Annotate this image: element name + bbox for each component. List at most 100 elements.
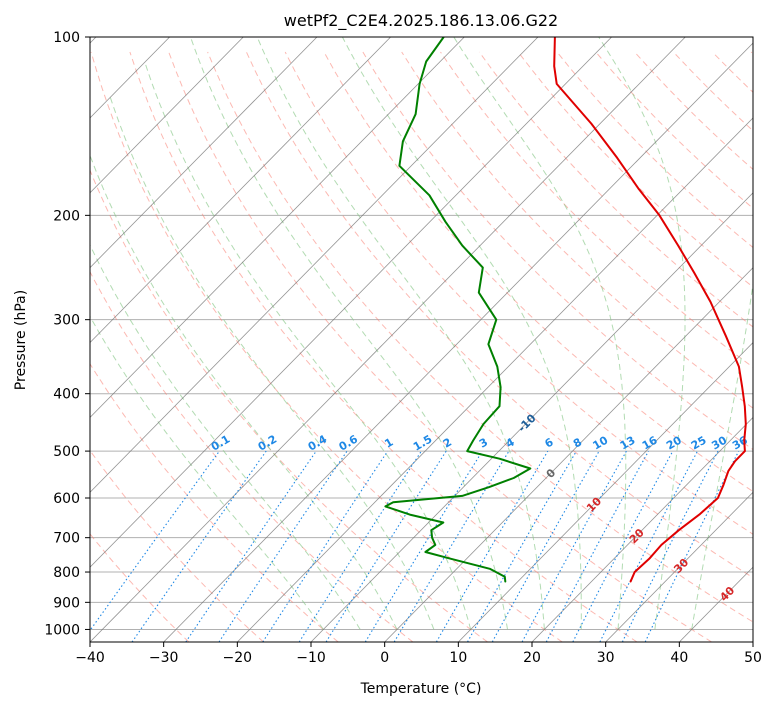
isotherm-50 <box>752 641 753 642</box>
moist-adiabat-20 <box>256 37 545 630</box>
mixing-ratio-line <box>364 450 483 642</box>
mixing-ratio-label: 36 <box>730 433 750 452</box>
x-tick-label: 10 <box>449 650 467 666</box>
isotherm--100 <box>90 37 244 194</box>
mixing-ratio-line <box>90 450 220 632</box>
isotherm--70 <box>90 37 465 418</box>
isotherm-label: -30 <box>0 0 10 3</box>
y-tick-label: 100 <box>53 30 80 46</box>
isotherm-label: -50 <box>0 0 10 3</box>
mixing-ratio-label: 2 <box>441 436 454 451</box>
mixing-ratio-label: 10 <box>590 433 610 452</box>
mixing-ratio-label: 16 <box>640 433 660 452</box>
mixing-ratio-line <box>599 450 698 642</box>
mixing-ratio-label: 30 <box>709 433 729 452</box>
moist-adiabat-30 <box>453 37 627 630</box>
dry-adiabat-80 <box>323 51 753 493</box>
moist-adiabat-35 <box>598 37 686 630</box>
x-tick-label: 30 <box>597 650 615 666</box>
mixing-ratio-label: 25 <box>689 434 709 453</box>
mixing-ratio-label: 20 <box>664 433 684 452</box>
moist-adiabat-25 <box>341 37 582 630</box>
moist-adiabat-5 <box>108 94 435 630</box>
isotherm--20 <box>237 117 753 642</box>
y-tick-label: 600 <box>53 491 80 507</box>
isotherm-10 <box>458 341 753 642</box>
x-tick-label: 50 <box>744 650 762 666</box>
isotherm-label: -20 <box>0 0 10 3</box>
mixing-ratio-label: 1.5 <box>411 433 434 454</box>
x-tick-label: 0 <box>380 650 389 666</box>
dry-adiabat-0 <box>90 270 414 642</box>
isotherm--10 <box>310 192 753 642</box>
dry-adiabat-170 <box>673 51 753 132</box>
dewpoint-profile <box>384 37 532 583</box>
profiles <box>384 37 747 583</box>
mixing-ratio-line <box>393 450 510 642</box>
chart-title: wetPf2_C2E4.2025.186.13.06.G22 <box>284 11 558 31</box>
isotherm-label: -40 <box>0 0 10 3</box>
moist-adiabat-10 <box>144 61 472 630</box>
moist-adiabat-0 <box>90 154 398 630</box>
y-tick-label: 300 <box>53 313 80 329</box>
y-axis-label: Pressure (hPa) <box>13 290 29 390</box>
axes: −40 −30 −20 −10 0 10 20 30 40 5010020030040050060… <box>44 30 762 666</box>
mixing-ratio-label: 6 <box>543 435 556 450</box>
isotherm-0 <box>384 267 753 642</box>
dry-adiabat-10 <box>90 168 488 642</box>
x-tick-label: −10 <box>296 650 326 666</box>
mixing-ratio-label: 0.1 <box>209 433 232 454</box>
plot-frame <box>89 36 754 643</box>
mixing-ratio-label: 3 <box>477 436 490 451</box>
mixing-ratio-line <box>185 450 317 642</box>
mixing-ratio-line <box>218 450 348 642</box>
isotherm--60 <box>90 37 539 493</box>
mixing-ratio-label: 1 <box>382 436 395 451</box>
dry-adiabat-190 <box>750 51 753 55</box>
x-axis-label: Temperature (°C) <box>360 681 482 697</box>
isotherm-label: -100 <box>0 0 14 3</box>
moist-adiabat-40 <box>691 37 753 630</box>
moist-adiabat-15 <box>190 37 508 630</box>
isotherm-label: 20 <box>627 526 647 546</box>
dry-adiabat-90 <box>362 51 753 451</box>
dry-adiabat-20 <box>90 51 563 642</box>
mixing-ratio-line <box>572 450 674 642</box>
dry-adiabat-130 <box>517 51 753 288</box>
background-lines <box>90 37 753 642</box>
dry-adiabat-110 <box>440 51 753 368</box>
isotherm--90 <box>90 37 318 269</box>
moist-adiabat--5 <box>90 244 361 630</box>
line-labels: 0.10.20.40.611.52346810131620253036-100-… <box>0 0 750 604</box>
mixing-ratio-line <box>131 450 267 642</box>
isotherm--50 <box>90 37 612 568</box>
mixing-ratio-label: 8 <box>571 436 584 451</box>
y-tick-label: 200 <box>53 208 80 224</box>
isotherm--80 <box>90 37 391 344</box>
mixing-ratio-line <box>621 450 719 642</box>
y-tick-label: 1000 <box>44 622 80 638</box>
x-tick-label: −30 <box>149 650 179 666</box>
mixing-ratio-line <box>491 450 600 642</box>
dry-adiabat-100 <box>401 51 753 409</box>
isotherm--40 <box>90 37 686 642</box>
isotherm--30 <box>163 42 753 642</box>
mixing-ratio-line <box>262 450 389 642</box>
isotherm-label: 10 <box>584 494 604 514</box>
isotherm-label: -70 <box>0 0 10 3</box>
mixing-ratio-line <box>644 450 740 642</box>
mixing-ratio-label: 0.6 <box>337 432 361 453</box>
mixing-ratio-line <box>325 450 447 642</box>
mixing-ratio-label: 0.4 <box>306 432 330 453</box>
dry-adiabat-140 <box>556 51 753 249</box>
plot-area: 0.10.20.40.611.52346810131620253036-100-… <box>0 0 753 642</box>
dry-adiabat-30 <box>129 51 638 642</box>
y-tick-label: 400 <box>53 387 80 403</box>
isotherm-30 <box>605 491 753 642</box>
mixing-ratio-line <box>521 450 627 642</box>
y-tick-label: 800 <box>53 565 80 581</box>
x-tick-label: 20 <box>523 650 541 666</box>
isotherm-label: -60 <box>0 0 10 3</box>
temperature-profile <box>553 37 747 583</box>
